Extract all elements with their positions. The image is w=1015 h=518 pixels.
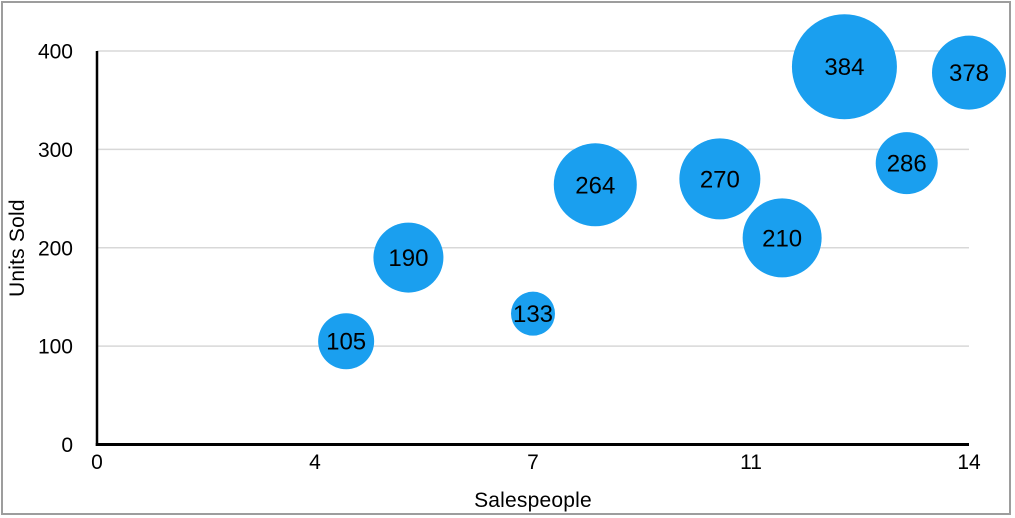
x-tick-label: 4 [309,451,321,474]
bubble-label: 105 [326,329,366,356]
y-tick-label: 0 [61,434,73,457]
bubble-label: 264 [575,172,615,199]
y-tick-label: 400 [38,41,73,64]
x-tick-label: 14 [957,451,981,474]
x-tick-label: 7 [527,451,539,474]
bubble[interactable] [553,143,637,227]
bubble[interactable] [791,14,897,120]
bubble-label: 270 [700,166,740,193]
y-tick-label: 300 [38,139,73,162]
bubble[interactable] [932,35,1006,110]
bubble[interactable] [373,222,444,293]
y-axis-title: Units Sold [6,199,29,297]
bubble[interactable] [742,198,822,278]
bubble[interactable] [511,291,555,336]
bubble-label: 133 [513,301,553,328]
y-tick-label: 100 [38,336,73,359]
bubble-label: 286 [887,151,927,178]
bubble-label: 378 [949,60,989,87]
x-tick-label: 0 [91,451,103,474]
bubble[interactable] [875,132,938,195]
bubble[interactable] [318,313,375,370]
bubble-label: 190 [388,245,428,272]
y-tick-label: 200 [38,237,73,260]
bubble[interactable] [679,138,761,220]
bubble-label: 210 [762,225,802,252]
x-tick-label: 11 [740,451,762,474]
bubble-label: 384 [824,54,864,81]
x-axis-title: Salespeople [474,489,592,512]
